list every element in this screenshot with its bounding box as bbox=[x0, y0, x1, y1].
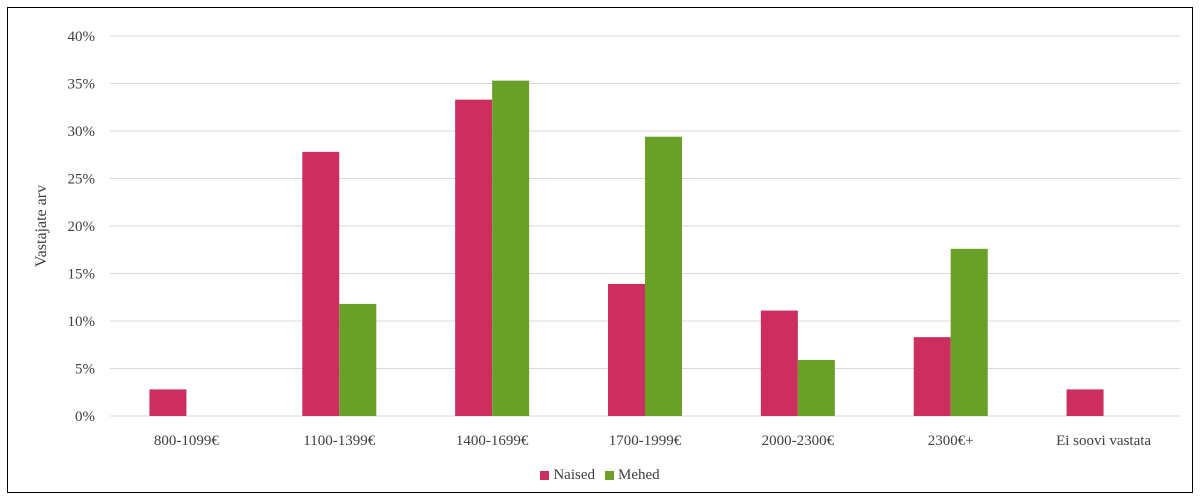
bar-naised bbox=[913, 337, 951, 416]
x-tick-label: 2300€+ bbox=[928, 433, 974, 449]
bar-mehed bbox=[492, 80, 530, 417]
x-tick-label: 1100-1399€ bbox=[303, 433, 375, 449]
bar-mehed bbox=[645, 136, 682, 416]
y-tick-label: 35% bbox=[68, 77, 96, 93]
y-tick-label: 30% bbox=[68, 124, 96, 140]
y-tick-label: 15% bbox=[68, 267, 96, 283]
x-tick-label: 1700-1999€ bbox=[609, 433, 682, 449]
bar-mehed bbox=[950, 248, 988, 416]
legend: Naised Mehed bbox=[0, 467, 1200, 484]
y-tick-label: 25% bbox=[68, 172, 96, 188]
bars bbox=[149, 80, 1104, 417]
bar-mehed bbox=[339, 303, 377, 416]
y-tick-label: 40% bbox=[68, 29, 96, 45]
legend-item-naised: Naised bbox=[540, 467, 595, 484]
y-tick-label: 0% bbox=[75, 409, 95, 425]
y-tick-label: 20% bbox=[68, 219, 96, 235]
legend-label-mehed: Mehed bbox=[618, 467, 660, 483]
bar-naised bbox=[1066, 389, 1104, 416]
chart-frame bbox=[7, 7, 1193, 493]
x-tick-label: 1400-1699€ bbox=[456, 433, 529, 449]
legend-swatch-naised bbox=[540, 471, 550, 480]
y-axis-label: Vastajate arv bbox=[33, 185, 50, 267]
bar-naised bbox=[760, 310, 798, 416]
bar-mehed bbox=[797, 359, 835, 416]
legend-swatch-mehed bbox=[605, 471, 614, 480]
bar-naised bbox=[608, 283, 645, 416]
bar-naised bbox=[149, 389, 187, 416]
bar-naised bbox=[455, 99, 493, 417]
y-axis-ticks: 0% 5% 10% 15% 20% 25% 30% 35% 40% bbox=[68, 29, 96, 425]
x-tick-label: 2000-2300€ bbox=[762, 433, 835, 449]
bar-naised bbox=[302, 151, 340, 416]
legend-item-mehed: Mehed bbox=[605, 467, 660, 484]
legend-label-naised: Naised bbox=[553, 467, 595, 483]
x-tick-label: 800-1099€ bbox=[154, 433, 219, 449]
y-tick-label: 5% bbox=[75, 362, 95, 378]
y-tick-label: 10% bbox=[68, 314, 96, 330]
x-axis-ticks: 800-1099€ 1100-1399€ 1400-1699€ 1700-1999€ 2… bbox=[154, 433, 1151, 449]
x-tick-label: Ei soovi vastata bbox=[1056, 433, 1151, 449]
